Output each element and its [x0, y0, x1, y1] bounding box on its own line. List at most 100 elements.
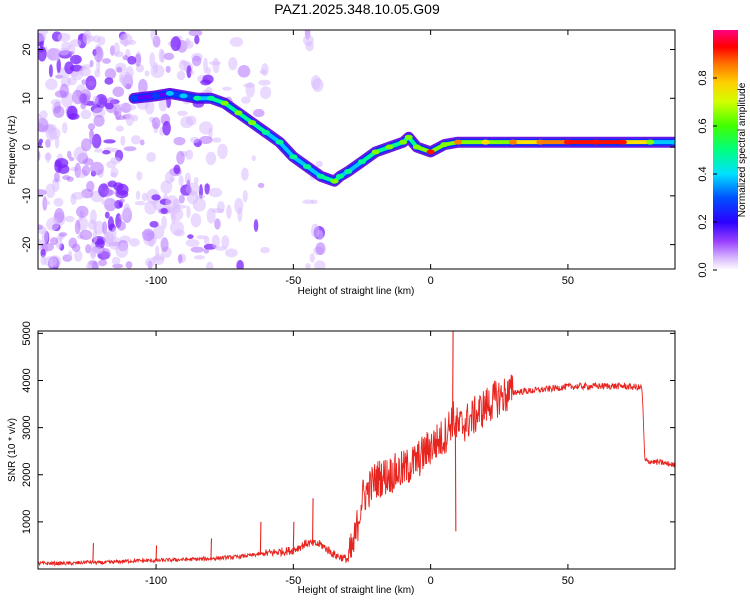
snr-panel: -100 -50 0 50 1000 2000 3000 4000 5000 Height o…	[7, 321, 676, 596]
bottom-y-tick-label: 3000	[21, 415, 33, 439]
noise-blob	[165, 65, 171, 73]
noise-blob	[40, 248, 46, 258]
noise-blob	[74, 219, 81, 235]
noise-blob	[205, 151, 217, 166]
ridge-point	[591, 139, 600, 145]
ridge-point	[563, 139, 572, 145]
noise-blob	[58, 232, 68, 237]
colorbar-tick-label: 0.6	[697, 118, 709, 133]
ridge-segment	[277, 140, 296, 159]
ridge-point	[152, 93, 161, 99]
noise-blob	[134, 53, 142, 67]
noise-blob	[43, 200, 51, 206]
noise-blob	[226, 204, 232, 219]
ridge-point	[426, 149, 435, 155]
noise-blob	[67, 77, 77, 86]
noise-blob	[204, 183, 210, 195]
noise-blob	[123, 203, 131, 217]
noise-blob	[102, 150, 111, 155]
noise-blob	[252, 108, 265, 118]
noise-blob	[64, 61, 74, 75]
noise-blob	[209, 60, 222, 66]
ridge-point	[336, 173, 345, 179]
noise-blob	[303, 34, 314, 47]
noise-blob	[153, 61, 159, 74]
noise-blob	[190, 213, 202, 228]
top-x-tick-label: -100	[145, 275, 167, 287]
noise-blob	[57, 32, 71, 42]
noise-blob	[89, 128, 94, 145]
noise-blob	[258, 79, 271, 86]
ridge-point	[481, 139, 490, 145]
noise-blob	[116, 183, 129, 196]
noise-blob	[104, 68, 117, 80]
bottom-x-tick-label: -50	[285, 575, 301, 587]
noise-blob	[111, 256, 121, 266]
noise-blob	[54, 136, 60, 149]
top-x-ticks: -100 -50 0 50	[145, 30, 574, 287]
noise-blob	[94, 148, 103, 153]
ridge-point	[385, 144, 394, 150]
noise-blob	[105, 102, 114, 110]
colorbar-tick-label: 0.2	[697, 214, 709, 229]
noise-blob	[38, 142, 43, 147]
noise-blob	[38, 150, 41, 161]
bottom-x-tick-label: 0	[428, 575, 434, 587]
ridge-point	[454, 139, 463, 145]
noise-blob	[115, 242, 129, 258]
noise-blob	[45, 78, 58, 91]
ridge-point	[130, 95, 139, 101]
noise-blob	[206, 67, 212, 75]
noise-blob	[52, 105, 65, 118]
bottom-y-tick-label: 2000	[21, 463, 33, 487]
noise-blob	[93, 114, 105, 127]
noise-blob	[115, 125, 124, 132]
noise-blob	[186, 65, 192, 79]
noise-blob	[116, 221, 126, 231]
noise-blob	[310, 223, 320, 238]
noise-blob	[253, 219, 259, 232]
noise-blob	[185, 239, 200, 247]
bottom-x-tick-label: 50	[562, 575, 574, 587]
snr-line-group	[38, 331, 675, 567]
colorbar-gradient	[713, 30, 738, 270]
noise-blob	[184, 172, 192, 185]
noise-blob	[302, 199, 315, 205]
noise-blob	[120, 135, 126, 146]
noise-blob	[173, 164, 181, 175]
snr-line	[38, 374, 675, 567]
frequency-ridge	[128, 87, 675, 187]
noise-blob	[217, 143, 228, 160]
noise-blob	[125, 83, 132, 90]
noise-blob	[183, 40, 194, 49]
bottom-x-tick-label: -100	[145, 575, 167, 587]
noise-blob	[89, 59, 94, 68]
noise-blob	[90, 209, 97, 225]
noise-blob	[116, 66, 123, 73]
ridge-point	[206, 95, 215, 101]
noise-blob	[87, 123, 96, 131]
top-y-tick-label: 20	[21, 43, 33, 55]
noise-blob	[66, 150, 72, 159]
noise-blob	[149, 52, 156, 69]
noise-blob	[120, 39, 130, 45]
noise-blob	[54, 158, 69, 169]
bottom-y-tick-label: 4000	[21, 368, 33, 392]
noise-blob	[193, 176, 199, 185]
ridge-point	[179, 93, 188, 99]
noise-blob	[243, 83, 256, 88]
noise-blob	[236, 260, 244, 269]
ridge-point	[275, 139, 284, 145]
ridge-point	[646, 139, 655, 145]
noise-blob	[119, 73, 124, 81]
noise-blob	[162, 121, 171, 136]
noise-blob	[122, 55, 129, 61]
noise-blob	[199, 121, 213, 135]
noise-blob	[176, 70, 186, 81]
noise-blob	[101, 199, 111, 206]
noise-blob	[45, 151, 51, 163]
noise-blob	[191, 55, 202, 67]
noise-blob	[104, 211, 110, 219]
noise-blob	[125, 261, 133, 269]
bottom-plot-frame	[37, 330, 676, 570]
